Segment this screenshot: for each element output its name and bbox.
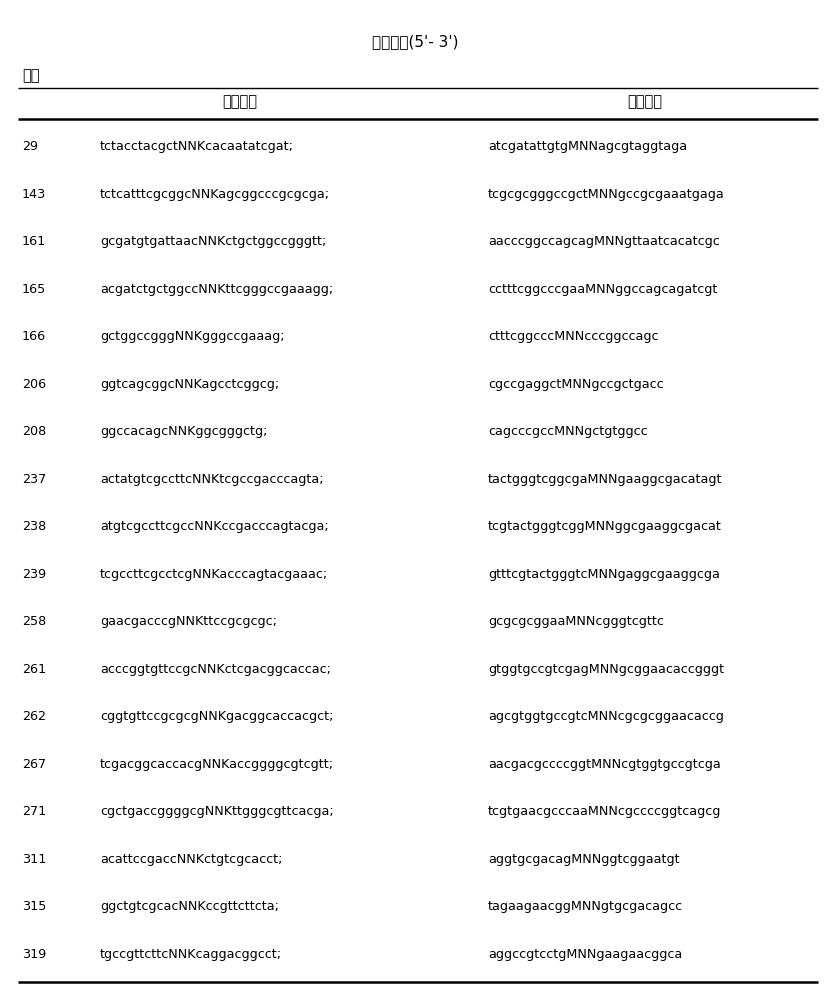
Text: gtttcgtactgggtcMNNgaggcgaaggcga: gtttcgtactgggtcMNNgaggcgaaggcga: [488, 568, 720, 581]
Text: atgtcgccttcgccNNKccgacccagtacga;: atgtcgccttcgccNNKccgacccagtacga;: [100, 520, 329, 533]
Text: ggtcagcggcNNKagcctcggcg;: ggtcagcggcNNKagcctcggcg;: [100, 378, 279, 391]
Text: 29: 29: [22, 140, 38, 153]
Text: ggccacagcNNKggcgggctg;: ggccacagcNNKggcgggctg;: [100, 425, 267, 438]
Text: cagcccgccMNNgctgtggcc: cagcccgccMNNgctgtggcc: [488, 425, 647, 438]
Text: actatgtcgccttcNNKtcgccgacccagta;: actatgtcgccttcNNKtcgccgacccagta;: [100, 473, 324, 486]
Text: gtggtgccgtcgagMNNgcggaacaccgggt: gtggtgccgtcgagMNNgcggaacaccgggt: [488, 663, 724, 676]
Text: aggtgcgacagMNNggtcggaatgt: aggtgcgacagMNNggtcggaatgt: [488, 853, 680, 866]
Text: acccggtgttccgcNNKctcgacggcaccac;: acccggtgttccgcNNKctcgacggcaccac;: [100, 663, 331, 676]
Text: 262: 262: [22, 710, 46, 723]
Text: tgccgttcttcNNKcaggacggcct;: tgccgttcttcNNKcaggacggcct;: [100, 948, 282, 961]
Text: 143: 143: [22, 188, 46, 201]
Text: tcgtgaacgcccaaMNNcgccccggtcagcg: tcgtgaacgcccaaMNNcgccccggtcagcg: [488, 805, 721, 818]
Text: 319: 319: [22, 948, 46, 961]
Text: ctttcggcccMNNcccggccagc: ctttcggcccMNNcccggccagc: [488, 330, 658, 343]
Text: 267: 267: [22, 758, 46, 771]
Text: acattccgaccNNKctgtcgcacct;: acattccgaccNNKctgtcgcacct;: [100, 853, 282, 866]
Text: 271: 271: [22, 805, 46, 818]
Text: 166: 166: [22, 330, 46, 343]
Text: cctttcggcccgaaMNNggccagcagatcgt: cctttcggcccgaaMNNggccagcagatcgt: [488, 283, 717, 296]
Text: atcgatattgtgMNNagcgtaggtaga: atcgatattgtgMNNagcgtaggtaga: [488, 140, 687, 153]
Text: 238: 238: [22, 520, 46, 533]
Text: 206: 206: [22, 378, 46, 391]
Text: 反向引物: 反向引物: [627, 95, 662, 109]
Text: gaacgacccgNNKttccgcgcgc;: gaacgacccgNNKttccgcgcgc;: [100, 615, 277, 628]
Text: tcgtactgggtcggMNNggcgaaggcgacat: tcgtactgggtcggMNNggcgaaggcgacat: [488, 520, 722, 533]
Text: tctacctacgctNNKcacaatatcgat;: tctacctacgctNNKcacaatatcgat;: [100, 140, 294, 153]
Text: 161: 161: [22, 235, 46, 248]
Text: cgctgaccggggcgNNKttgggcgttcacga;: cgctgaccggggcgNNKttgggcgttcacga;: [100, 805, 334, 818]
Text: tcgccttcgcctcgNNKacccagtacgaaac;: tcgccttcgcctcgNNKacccagtacgaaac;: [100, 568, 328, 581]
Text: tagaagaacggMNNgtgcgacagcc: tagaagaacggMNNgtgcgacagcc: [488, 900, 683, 913]
Text: aggccgtcctgMNNgaagaacggca: aggccgtcctgMNNgaagaacggca: [488, 948, 682, 961]
Text: tcgacggcaccacgNNKaccggggcgtcgtt;: tcgacggcaccacgNNKaccggggcgtcgtt;: [100, 758, 334, 771]
Text: 引物序列(5'- 3'): 引物序列(5'- 3'): [372, 34, 458, 49]
Text: ggctgtcgcacNNKccgttcttcta;: ggctgtcgcacNNKccgttcttcta;: [100, 900, 279, 913]
Text: 311: 311: [22, 853, 46, 866]
Text: tcgcgcgggccgctMNNgccgcgaaatgaga: tcgcgcgggccgctMNNgccgcgaaatgaga: [488, 188, 725, 201]
Text: cggtgttccgcgcgNNKgacggcaccacgct;: cggtgttccgcgcgNNKgacggcaccacgct;: [100, 710, 334, 723]
Text: aacccggccagcagMNNgttaatcacatcgc: aacccggccagcagMNNgttaatcacatcgc: [488, 235, 720, 248]
Text: tctcatttcgcggcNNKagcggcccgcgcga;: tctcatttcgcggcNNKagcggcccgcgcga;: [100, 188, 330, 201]
Text: 165: 165: [22, 283, 46, 296]
Text: acgatctgctggccNNKttcgggccgaaagg;: acgatctgctggccNNKttcgggccgaaagg;: [100, 283, 334, 296]
Text: agcgtggtgccgtcMNNcgcgcggaacaccg: agcgtggtgccgtcMNNcgcgcggaacaccg: [488, 710, 724, 723]
Text: 261: 261: [22, 663, 46, 676]
Text: gcgcgcggaaMNNcgggtcgttc: gcgcgcggaaMNNcgggtcgttc: [488, 615, 664, 628]
Text: 正向引物: 正向引物: [222, 95, 257, 109]
Text: 258: 258: [22, 615, 46, 628]
Text: 239: 239: [22, 568, 46, 581]
Text: 237: 237: [22, 473, 46, 486]
Text: 315: 315: [22, 900, 46, 913]
Text: gctggccgggNNKgggccgaaag;: gctggccgggNNKgggccgaaag;: [100, 330, 285, 343]
Text: cgccgaggctMNNgccgctgacc: cgccgaggctMNNgccgctgacc: [488, 378, 664, 391]
Text: 208: 208: [22, 425, 46, 438]
Text: gcgatgtgattaacNNKctgctggccgggtt;: gcgatgtgattaacNNKctgctggccgggtt;: [100, 235, 326, 248]
Text: aacgacgccccggtMNNcgtggtgccgtcga: aacgacgccccggtMNNcgtggtgccgtcga: [488, 758, 720, 771]
Text: tactgggtcggcgaMNNgaaggcgacatagt: tactgggtcggcgaMNNgaaggcgacatagt: [488, 473, 722, 486]
Text: 位点: 位点: [22, 68, 40, 84]
